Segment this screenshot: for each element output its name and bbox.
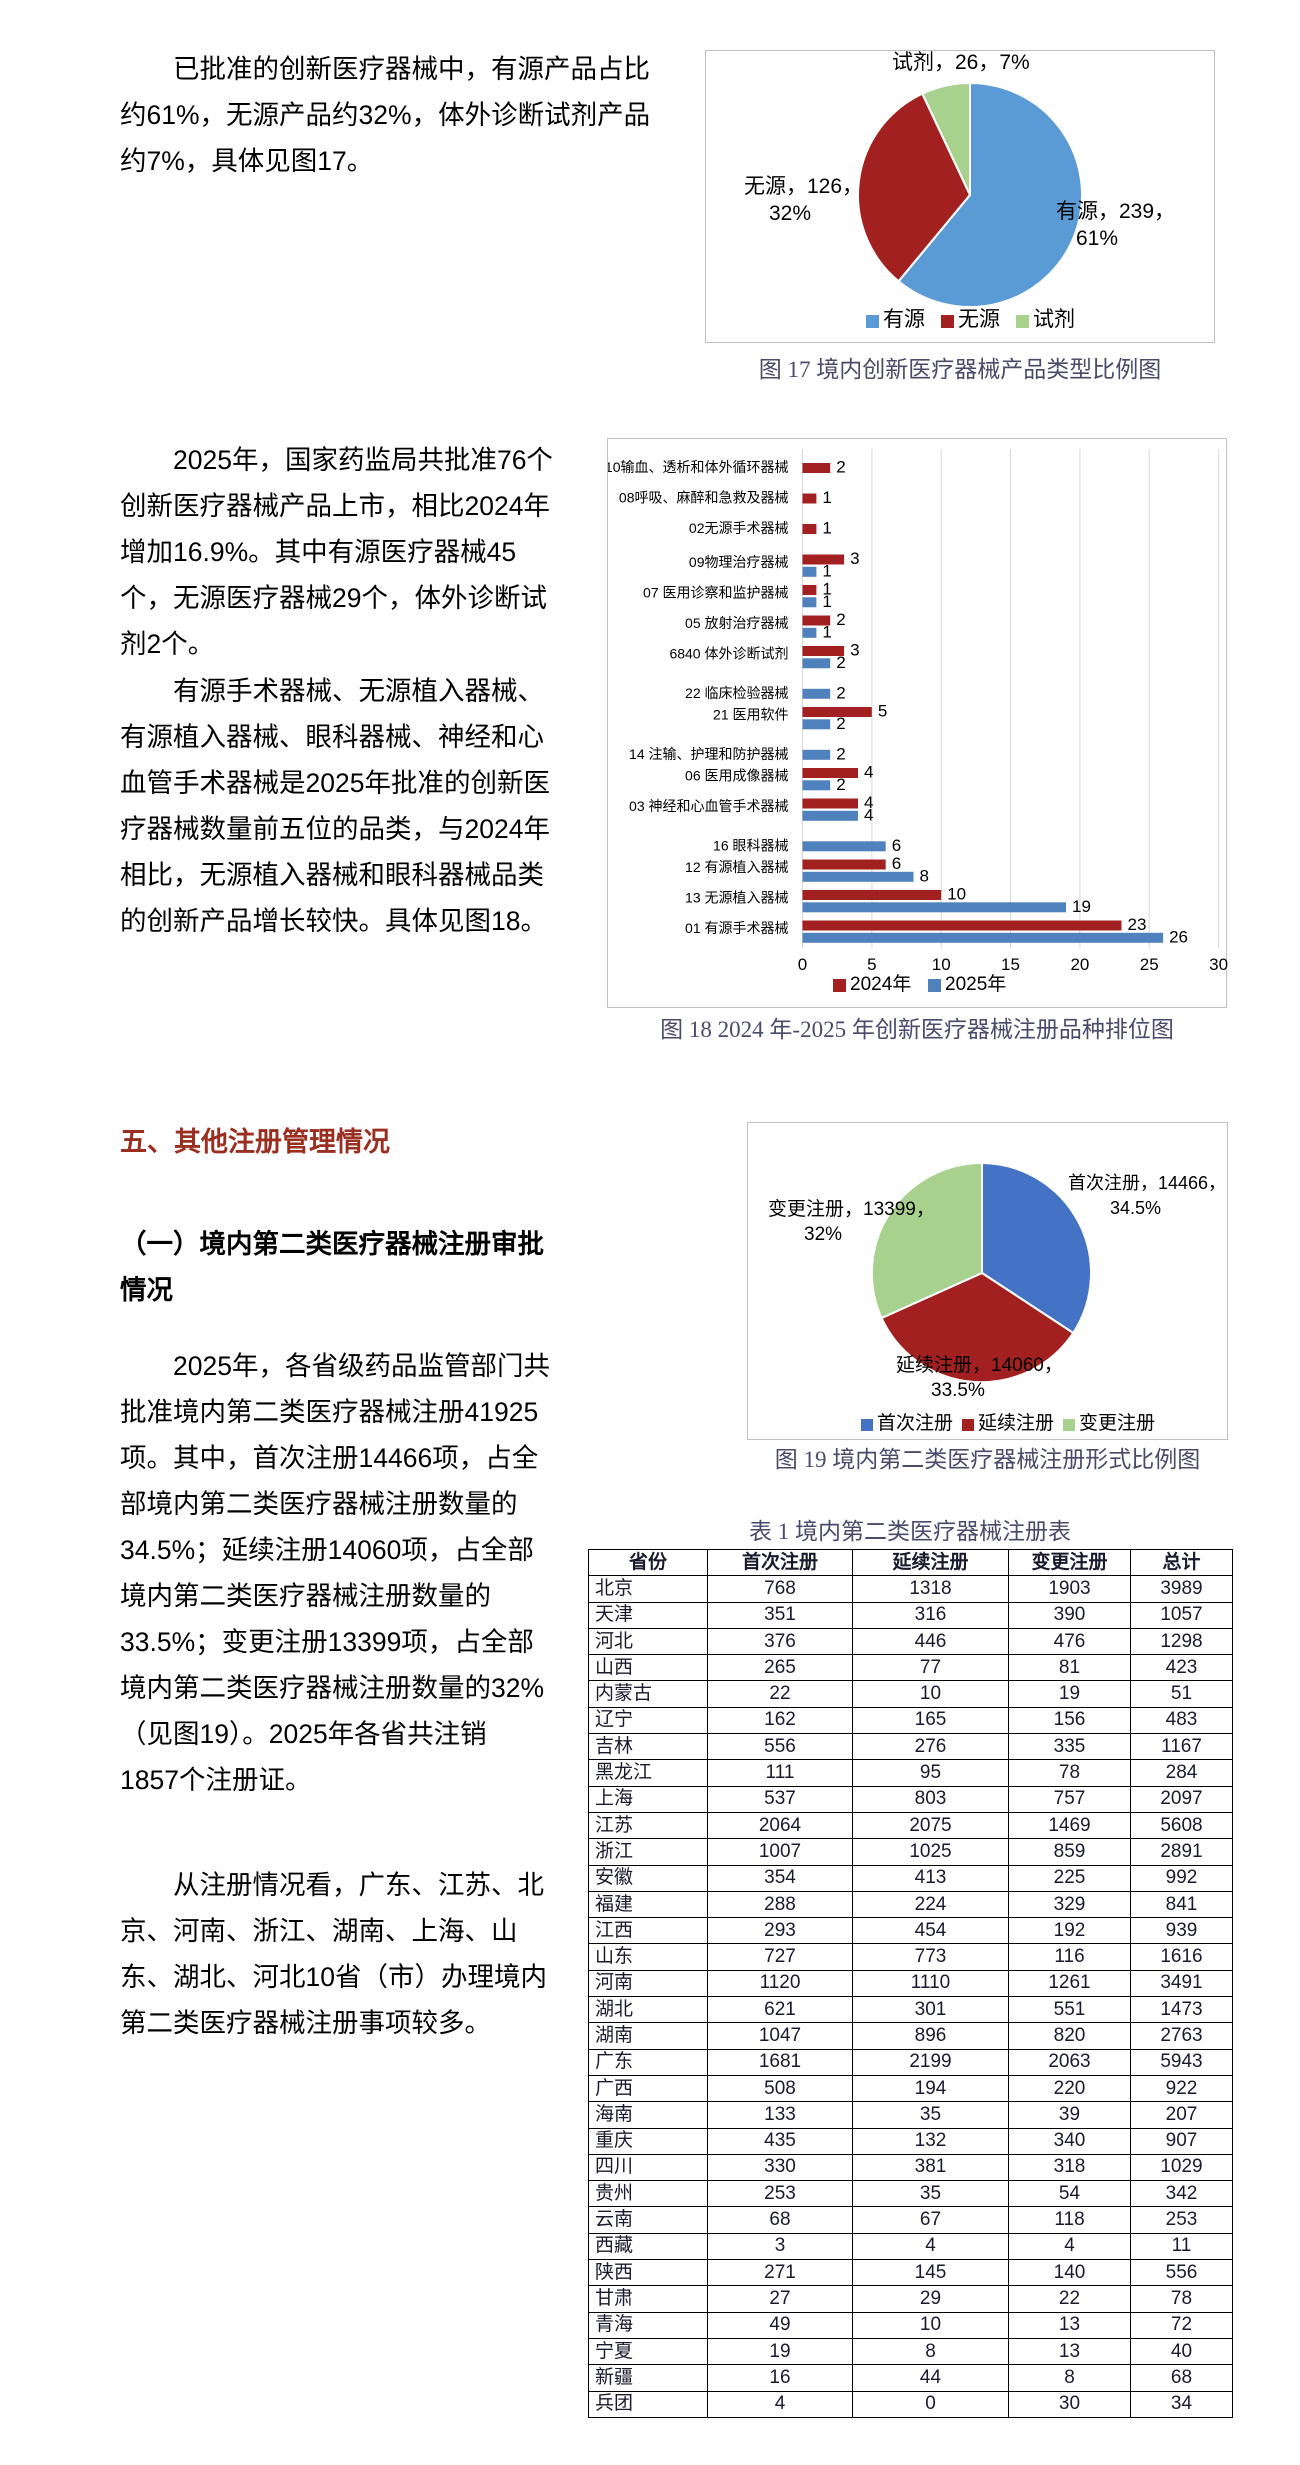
svg-text:02无源手术器械: 02无源手术器械 <box>689 520 789 536</box>
svg-text:6: 6 <box>892 836 901 855</box>
svg-text:1: 1 <box>822 622 831 641</box>
svg-text:25: 25 <box>1140 955 1159 974</box>
svg-text:延续注册: 延续注册 <box>978 1412 1054 1434</box>
svg-text:10: 10 <box>947 885 966 904</box>
svg-text:19: 19 <box>1072 897 1091 916</box>
svg-text:首次注册: 首次注册 <box>877 1412 953 1434</box>
svg-text:8: 8 <box>920 866 929 885</box>
svg-text:有源，239，: 有源，239， <box>1056 200 1175 223</box>
svg-text:试剂: 试剂 <box>1033 308 1075 331</box>
svg-text:4: 4 <box>864 763 873 782</box>
svg-text:08呼吸、麻醉和急救及器械: 08呼吸、麻醉和急救及器械 <box>619 490 789 506</box>
svg-text:2: 2 <box>836 714 845 733</box>
svg-text:26: 26 <box>1169 927 1188 946</box>
svg-text:1: 1 <box>822 561 831 580</box>
svg-text:1: 1 <box>822 519 831 538</box>
svg-text:15: 15 <box>1001 955 1020 974</box>
svg-text:61%: 61% <box>1076 227 1118 250</box>
svg-text:30: 30 <box>1209 955 1228 974</box>
svg-text:10输血、透析和体外循环器械: 10输血、透析和体外循环器械 <box>608 459 789 475</box>
svg-text:2025年: 2025年 <box>945 973 1006 995</box>
svg-text:2: 2 <box>836 683 845 702</box>
svg-text:06 医用成像器械: 06 医用成像器械 <box>685 767 788 783</box>
svg-text:首次注册，14466，: 首次注册，14466， <box>1068 1173 1226 1193</box>
svg-text:变更注册: 变更注册 <box>1079 1412 1155 1434</box>
svg-text:13 无源植入器械: 13 无源植入器械 <box>685 889 788 905</box>
svg-text:6840 体外诊断试剂: 6840 体外诊断试剂 <box>669 645 788 661</box>
svg-text:23: 23 <box>1128 915 1147 934</box>
svg-text:无源，126，: 无源，126， <box>744 175 863 198</box>
svg-text:0: 0 <box>798 955 807 974</box>
svg-text:22 临床检验器械: 22 临床检验器械 <box>685 685 788 701</box>
svg-text:3: 3 <box>850 549 859 568</box>
svg-text:32%: 32% <box>804 1224 842 1245</box>
svg-text:试剂，26，7%: 试剂，26，7% <box>892 51 1030 74</box>
svg-text:20: 20 <box>1070 955 1089 974</box>
svg-text:2: 2 <box>836 610 845 629</box>
svg-text:2: 2 <box>836 458 845 477</box>
svg-text:12 有源植入器械: 12 有源植入器械 <box>685 859 788 875</box>
svg-text:21 医用软件: 21 医用软件 <box>713 706 788 722</box>
svg-text:16 眼科器械: 16 眼科器械 <box>713 837 788 853</box>
svg-text:2: 2 <box>836 775 845 794</box>
svg-text:10: 10 <box>932 955 951 974</box>
svg-text:14 注输、护理和防护器械: 14 注输、护理和防护器械 <box>629 746 788 762</box>
svg-text:05 放射治疗器械: 05 放射治疗器械 <box>685 615 788 631</box>
svg-text:2024年: 2024年 <box>850 973 911 995</box>
svg-text:07 医用诊察和监护器械: 07 医用诊察和监护器械 <box>643 584 788 600</box>
svg-text:5: 5 <box>878 702 887 721</box>
svg-text:33.5%: 33.5% <box>931 1380 985 1401</box>
svg-text:1: 1 <box>822 488 831 507</box>
svg-text:延续注册，14060，: 延续注册，14060， <box>896 1354 1063 1376</box>
svg-text:变更注册，13399，: 变更注册，13399， <box>768 1198 935 1220</box>
svg-text:2: 2 <box>836 653 845 672</box>
svg-text:无源: 无源 <box>958 308 1000 331</box>
svg-text:3: 3 <box>850 641 859 660</box>
svg-text:5: 5 <box>867 955 876 974</box>
svg-text:4: 4 <box>864 805 873 824</box>
svg-text:1: 1 <box>822 592 831 611</box>
svg-text:2: 2 <box>836 744 845 763</box>
svg-text:32%: 32% <box>769 202 811 225</box>
svg-text:34.5%: 34.5% <box>1110 1198 1161 1218</box>
svg-text:01 有源手术器械: 01 有源手术器械 <box>685 920 788 936</box>
svg-text:有源: 有源 <box>883 308 925 331</box>
svg-text:6: 6 <box>892 854 901 873</box>
svg-text:09物理治疗器械: 09物理治疗器械 <box>689 554 789 570</box>
svg-text:03 神经和心血管手术器械: 03 神经和心血管手术器械 <box>629 798 788 814</box>
